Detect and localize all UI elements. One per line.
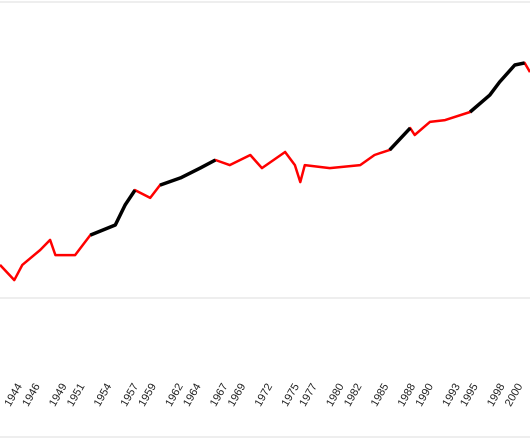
x-tick-label: 1982 [342,382,365,409]
x-tick-label: 1995 [458,382,481,409]
line [89,61,525,237]
x-tick-label: 1946 [20,382,43,409]
x-tick-label: 1954 [92,382,115,409]
x-tick-label: 1972 [253,382,276,409]
line [0,61,530,282]
x-tick-label: 1959 [136,382,159,409]
x-tick-label: 1985 [369,382,392,409]
x-tick-label: 1969 [226,382,249,409]
x-tick-label: 1977 [297,382,320,409]
x-tick-label: 1990 [413,382,436,409]
x-tick-label: 1964 [181,382,204,409]
x-tick-label: 1951 [65,382,88,409]
x-tick-label: 2000 [503,382,526,409]
